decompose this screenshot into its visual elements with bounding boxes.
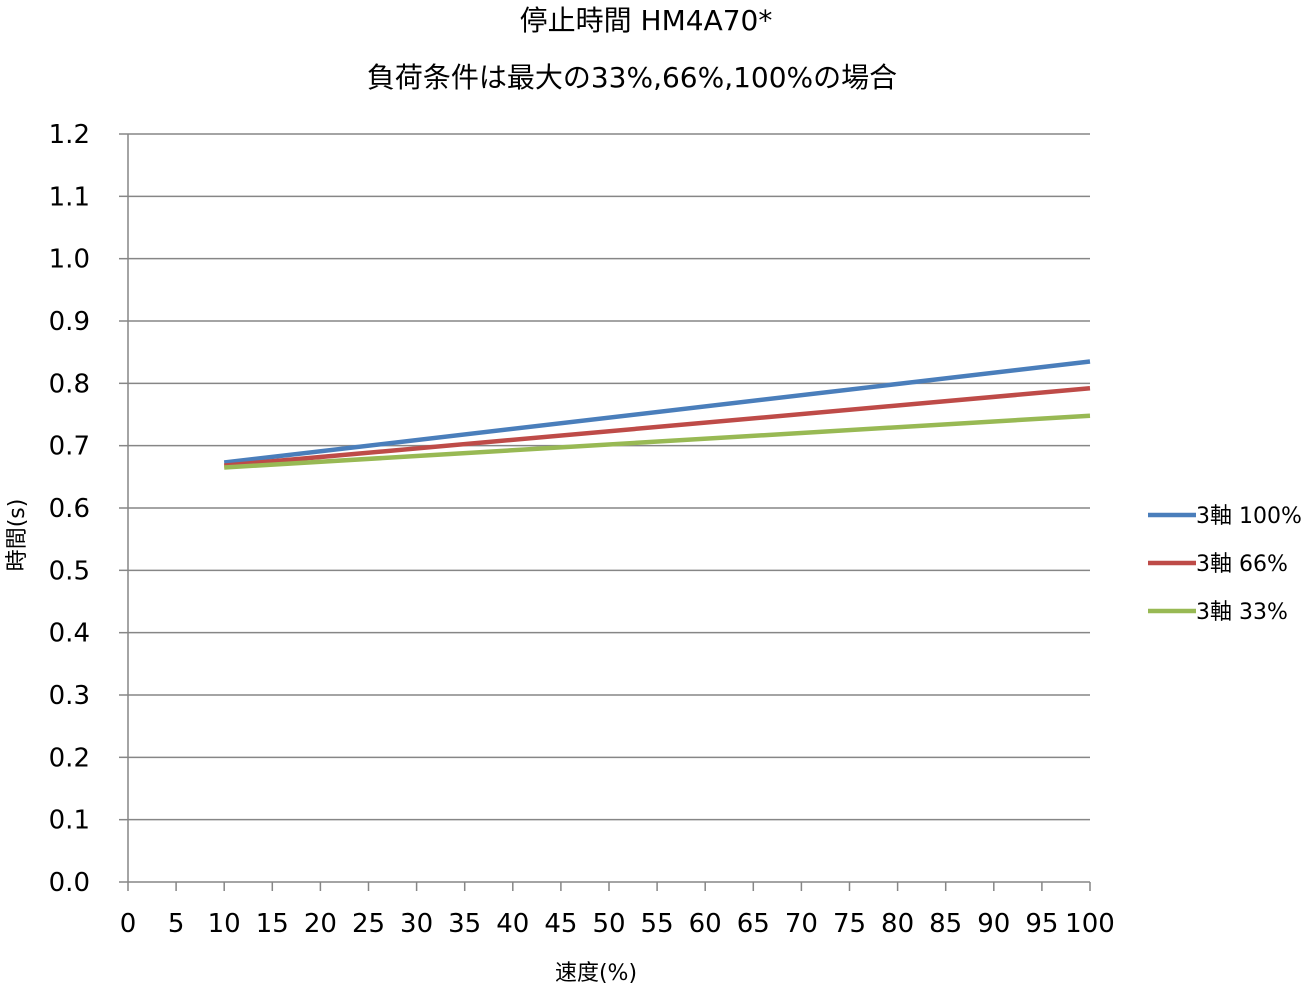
x-tick-label: 35	[448, 909, 481, 939]
series-line	[224, 416, 1090, 468]
x-tick-label: 70	[785, 909, 818, 939]
y-tick-label: 0.3	[49, 681, 90, 711]
legend: 3軸 100% 3軸 66% 3軸 33%	[1148, 504, 1302, 625]
x-tick-label: 65	[737, 909, 770, 939]
chart-subtitle: 負荷条件は最大の33%,66%,100%の場合	[367, 61, 897, 94]
series-line	[224, 388, 1090, 465]
y-tick-label: 0.8	[49, 369, 90, 399]
legend-label: 3軸 100%	[1196, 504, 1302, 529]
x-tick-label: 40	[496, 909, 529, 939]
series-lines	[224, 362, 1090, 468]
y-tick-label: 0.9	[49, 307, 90, 337]
y-tick-label: 0.6	[49, 494, 90, 524]
x-tick-label: 15	[256, 909, 289, 939]
y-tick-label: 0.4	[49, 619, 90, 649]
y-tick-label: 0.5	[49, 556, 90, 586]
x-tick-label: 100	[1065, 909, 1115, 939]
x-tick-label: 90	[977, 909, 1010, 939]
y-tick-label: 1.2	[49, 120, 90, 150]
y-tick-label: 0.7	[49, 432, 90, 462]
x-tick-label: 45	[544, 909, 577, 939]
x-tick-label: 60	[689, 909, 722, 939]
x-axis-label: 速度(%)	[555, 961, 637, 986]
legend-label: 3軸 33%	[1196, 600, 1288, 625]
x-tick-labels: 0 5 10 15 20 25 30 35 40 45 50 55 60 65 70 75 80 85 90 95 10…	[120, 909, 1115, 939]
y-tick-labels: 0.0 0.1 0.2 0.3 0.4 0.5 0.6 0.7 0.8 0.9 1.0 1.1 1.2	[49, 120, 90, 898]
x-tick-label: 50	[592, 909, 625, 939]
x-tick-label: 55	[641, 909, 674, 939]
y-axis-label: 時間(s)	[5, 499, 30, 572]
x-tick-label: 0	[120, 909, 137, 939]
y-tick-label: 1.0	[49, 245, 90, 275]
y-tick-label: 0.1	[49, 806, 90, 836]
y-tick-label: 1.1	[49, 182, 90, 212]
x-tick-label: 85	[929, 909, 962, 939]
grid-lines	[128, 134, 1090, 820]
x-tick-label: 30	[400, 909, 433, 939]
x-tick-label: 10	[208, 909, 241, 939]
x-tick-label: 95	[1025, 909, 1058, 939]
axes	[119, 134, 1090, 891]
chart-title: 停止時間 HM4A70*	[520, 4, 773, 37]
y-tick-label: 0.0	[49, 868, 90, 898]
legend-label: 3軸 66%	[1196, 552, 1288, 577]
x-tick-label: 25	[352, 909, 385, 939]
series-line	[224, 362, 1090, 463]
x-tick-label: 20	[304, 909, 337, 939]
x-tick-label: 80	[881, 909, 914, 939]
y-tick-label: 0.2	[49, 743, 90, 773]
x-tick-label: 5	[168, 909, 185, 939]
x-tick-label: 75	[833, 909, 866, 939]
